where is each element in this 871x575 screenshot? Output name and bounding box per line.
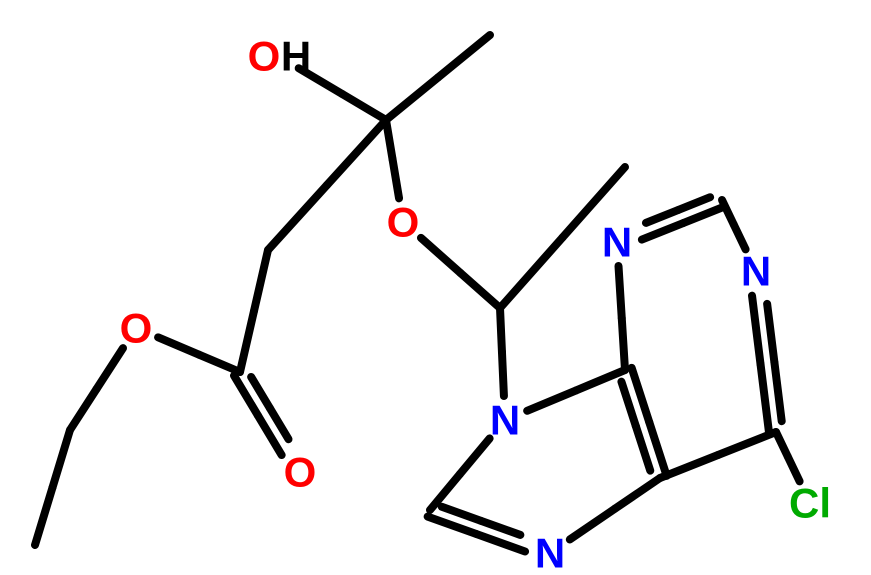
bond bbox=[636, 426, 650, 470]
atom-label-n: N bbox=[535, 530, 565, 575]
bond bbox=[460, 438, 490, 474]
bond bbox=[96, 348, 122, 389]
atom-label-o: O bbox=[284, 449, 317, 496]
atom-label-cl: Cl bbox=[789, 480, 831, 527]
bond bbox=[718, 432, 776, 455]
bond bbox=[438, 35, 490, 78]
bond bbox=[342, 94, 386, 120]
bond bbox=[70, 389, 96, 430]
bond bbox=[199, 355, 240, 372]
bond bbox=[615, 478, 660, 509]
bond bbox=[618, 266, 621, 318]
bond bbox=[386, 120, 393, 159]
atom-label-n: N bbox=[602, 219, 632, 266]
bond bbox=[622, 318, 625, 370]
bond bbox=[576, 370, 625, 390]
bond bbox=[767, 304, 774, 363]
bond bbox=[386, 78, 438, 121]
bond bbox=[527, 390, 576, 410]
bond bbox=[734, 225, 746, 250]
bond bbox=[500, 308, 502, 352]
atom-label-o: O bbox=[248, 33, 281, 80]
bond bbox=[53, 430, 71, 488]
bond bbox=[421, 238, 461, 273]
bond bbox=[570, 509, 615, 540]
bond bbox=[761, 364, 770, 433]
bond bbox=[481, 521, 520, 535]
atom-label-o: O bbox=[387, 199, 420, 246]
bond bbox=[254, 250, 268, 311]
bond bbox=[240, 311, 254, 372]
bond bbox=[752, 296, 761, 365]
bond bbox=[776, 432, 788, 457]
bond bbox=[158, 337, 199, 354]
bond bbox=[646, 210, 678, 223]
molecule-diagram: OHOOONNNNCl bbox=[0, 0, 871, 575]
bond bbox=[788, 457, 800, 482]
bond bbox=[393, 159, 400, 198]
atom-label-n: N bbox=[741, 248, 771, 295]
bond bbox=[678, 197, 710, 210]
bond bbox=[502, 352, 504, 396]
bond bbox=[500, 238, 563, 309]
bond bbox=[268, 185, 327, 250]
bond bbox=[442, 507, 481, 521]
atom-label-n: N bbox=[490, 397, 520, 444]
bond bbox=[722, 200, 734, 225]
bond bbox=[621, 382, 635, 426]
bond bbox=[774, 363, 781, 422]
bond bbox=[460, 273, 500, 308]
bond bbox=[35, 488, 53, 546]
bond bbox=[660, 455, 718, 478]
atom-label-h: H bbox=[281, 33, 311, 80]
atom-label-o: O bbox=[120, 305, 153, 352]
bond bbox=[327, 120, 386, 185]
